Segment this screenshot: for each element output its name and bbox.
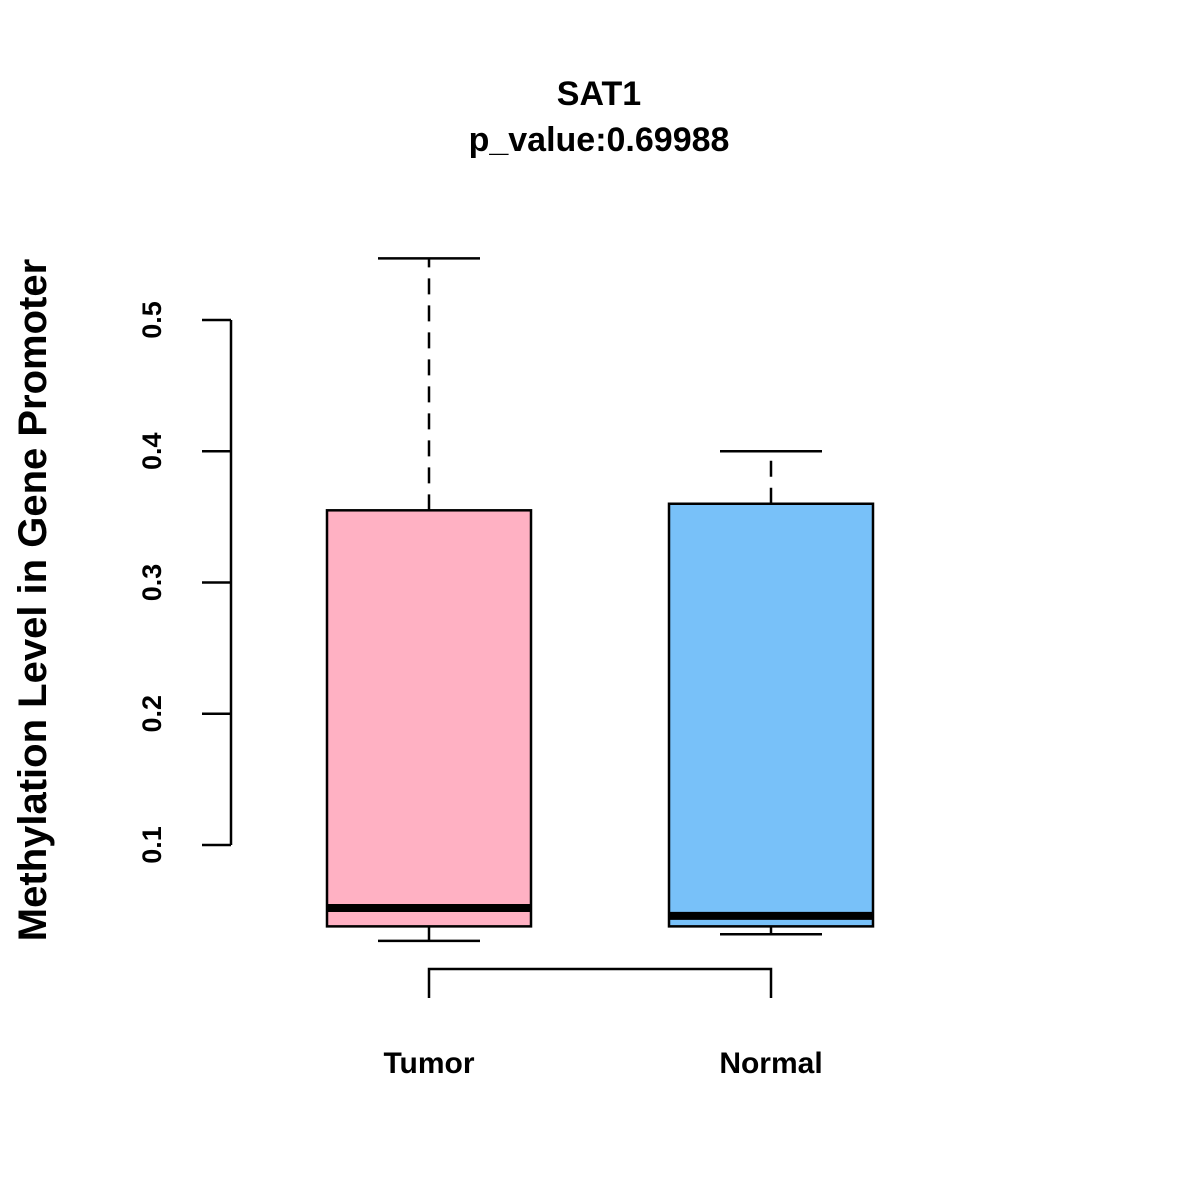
x-label-tumor: Tumor (383, 1047, 474, 1080)
y-axis-title: Methylation Level in Gene Promoter (11, 259, 55, 941)
comparison-bracket (427, 967, 773, 998)
y-tick-label-4: 0.5 (137, 301, 167, 339)
y-tick-label-0: 0.1 (137, 826, 167, 864)
chart-title: SAT1 (557, 75, 641, 113)
box-tumor (325, 257, 533, 943)
chart-subtitle: p_value:0.69988 (469, 121, 730, 159)
y-axis: 0.1 0.2 0.3 0.4 0.5 (137, 301, 233, 864)
boxes (325, 257, 875, 943)
bracket-line (427, 967, 773, 998)
box-rect (667, 502, 875, 928)
box-normal (667, 450, 875, 936)
box-rect (325, 509, 533, 928)
y-tick-label-2: 0.3 (137, 564, 167, 602)
x-label-normal: Normal (719, 1047, 822, 1080)
y-tick-label-3: 0.4 (137, 432, 167, 470)
x-axis-labels: Tumor Normal (383, 1047, 822, 1080)
y-tick-label-1: 0.2 (137, 695, 167, 733)
